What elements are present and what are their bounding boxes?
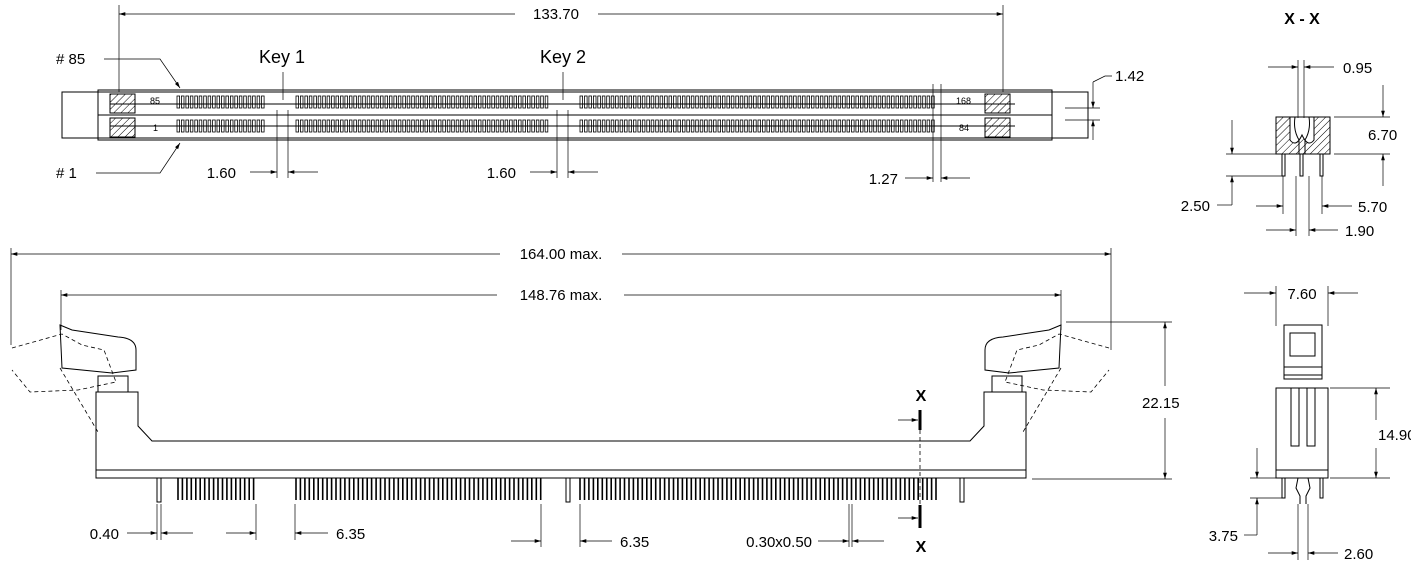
- key2-label: Key 2: [540, 47, 586, 67]
- top-view: 133.70 85 1 168 84 # 85 # 1 Key 1: [56, 5, 1144, 188]
- side-height-dim: 14.90: [1378, 427, 1411, 444]
- key1-width-dim: 1.60: [207, 165, 236, 182]
- section-dim-1-90: 1.90: [1345, 223, 1374, 240]
- front-view: 164.00 max. 148.76 max. X X: [10, 246, 1180, 556]
- slot-label-85: 85: [150, 96, 160, 106]
- key1-label: Key 1: [259, 47, 305, 67]
- side-width-dim: 7.60: [1287, 286, 1316, 303]
- side-pin-spacing-dim: 2.60: [1344, 546, 1373, 563]
- section-marker-bottom: X: [916, 539, 927, 556]
- slot-label-1: 1: [153, 123, 158, 133]
- contact-row-top: [176, 95, 935, 109]
- section-title: X - X: [1284, 11, 1320, 28]
- front-height-dim: 22.15: [1142, 395, 1180, 412]
- pin-section-dim: 0.30x0.50: [746, 534, 812, 551]
- height-dim-1-42: 1.42: [1115, 68, 1144, 85]
- section-marker-top: X: [916, 388, 927, 405]
- segment-right-dim: 6.35: [620, 534, 649, 551]
- section-dim-2-50: 2.50: [1181, 198, 1210, 215]
- pitch-dim: 1.27: [869, 171, 898, 188]
- front-pin-row: [177, 478, 937, 500]
- side-view: 7.60 14.90 3.75 2.60: [1209, 286, 1411, 563]
- slot-label-84: 84: [959, 123, 969, 133]
- key2-width-dim: 1.60: [487, 165, 516, 182]
- side-pin-length-dim: 3.75: [1209, 528, 1238, 545]
- section-dim-0-95: 0.95: [1343, 60, 1372, 77]
- body-length-dim: 148.76 max.: [520, 287, 603, 304]
- max-length-dim: 164.00 max.: [520, 246, 603, 263]
- section-view: X - X 0.95 6.70 2.50 5.70: [1181, 11, 1397, 240]
- pin-1-label: # 1: [56, 165, 77, 182]
- segment-left-dim: 6.35: [336, 526, 365, 543]
- pin-85-label: # 85: [56, 51, 85, 68]
- pin-width-dim: 0.40: [90, 526, 119, 543]
- section-dim-5-70: 5.70: [1358, 199, 1387, 216]
- slot-label-168: 168: [956, 96, 971, 106]
- overall-length-dim: 133.70: [533, 6, 579, 23]
- contact-row-bottom: [176, 119, 935, 133]
- section-dim-6-70: 6.70: [1368, 127, 1397, 144]
